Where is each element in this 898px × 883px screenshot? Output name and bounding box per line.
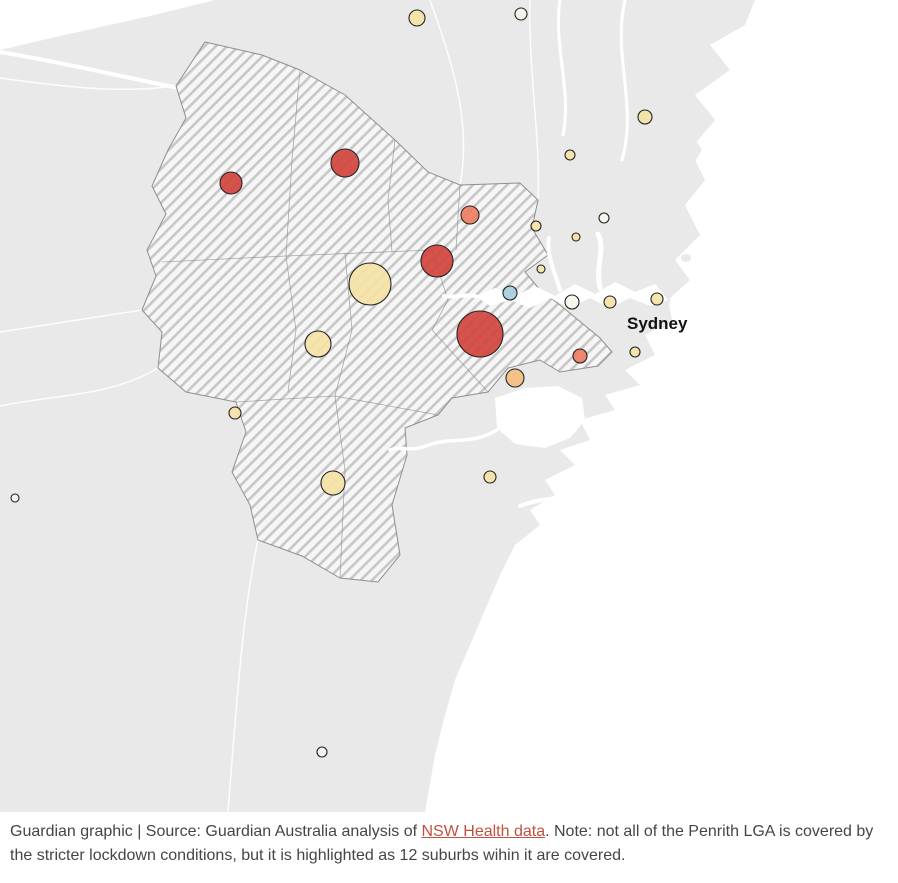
case-bubble bbox=[483, 470, 497, 484]
case-bubble bbox=[505, 368, 525, 388]
case-bubble bbox=[408, 9, 426, 27]
parramatta-river bbox=[442, 293, 477, 299]
case-bubble bbox=[637, 109, 653, 125]
top-left-water bbox=[0, 0, 215, 50]
case-bubble bbox=[420, 244, 454, 278]
hatch-internal-border bbox=[334, 395, 346, 579]
lga-boundary bbox=[0, 309, 143, 333]
lane-cove-river bbox=[546, 236, 562, 292]
case-bubble bbox=[348, 262, 392, 306]
case-bubble bbox=[530, 220, 542, 232]
cowan-creek bbox=[619, 0, 629, 162]
case-bubble bbox=[228, 406, 242, 420]
bubbles-layer bbox=[10, 7, 664, 758]
berowra-creek bbox=[556, 0, 567, 137]
lga-boundary bbox=[227, 539, 259, 812]
georges-river bbox=[388, 428, 499, 452]
case-bubble bbox=[514, 7, 528, 21]
port-hacking-water bbox=[518, 490, 580, 508]
case-bubble bbox=[320, 470, 346, 496]
nsw-health-data-link[interactable]: NSW Health data bbox=[421, 823, 546, 840]
case-bubble bbox=[650, 292, 664, 306]
hatch-internal-border bbox=[455, 184, 461, 251]
middle-harbour-water bbox=[595, 231, 604, 291]
hatch-internal-border bbox=[285, 69, 301, 257]
case-bubble bbox=[304, 330, 332, 358]
hatch-internal-border bbox=[285, 255, 297, 393]
case-bubble bbox=[564, 294, 580, 310]
harbour-island bbox=[645, 245, 659, 255]
case-bubble bbox=[629, 346, 641, 358]
case-bubble bbox=[572, 348, 588, 364]
pittwater-peninsula bbox=[664, 42, 702, 176]
lockdown-hatch-region bbox=[141, 41, 613, 583]
lga-boundary bbox=[429, 0, 465, 186]
case-bubble bbox=[603, 295, 617, 309]
lga-boundary bbox=[0, 367, 159, 407]
case-bubble bbox=[330, 148, 360, 178]
case-bubble bbox=[316, 746, 328, 758]
lockdown-bubble-map: Sydney bbox=[0, 0, 755, 812]
hatch-internal-border bbox=[387, 139, 396, 253]
case-bubble bbox=[536, 264, 546, 274]
lga-boundary bbox=[0, 77, 177, 91]
case-bubble bbox=[502, 285, 518, 301]
harbour-island bbox=[681, 254, 691, 262]
case-bubble bbox=[598, 212, 610, 224]
lga-boundary bbox=[529, 0, 540, 201]
case-bubble bbox=[564, 149, 576, 161]
botany-bay-water bbox=[495, 386, 585, 448]
hatch-internal-border bbox=[431, 329, 489, 393]
case-bubble bbox=[571, 232, 581, 242]
hatch-internal-border bbox=[334, 252, 353, 397]
caption: Guardian graphic | Source: Guardian Aust… bbox=[10, 820, 886, 868]
case-bubble bbox=[456, 310, 504, 358]
sydney-label: Sydney bbox=[627, 314, 688, 333]
case-bubble bbox=[460, 205, 480, 225]
case-bubble bbox=[10, 493, 20, 503]
caption-text-before: Guardian graphic | Source: Guardian Aust… bbox=[10, 823, 422, 840]
hawkesbury-river bbox=[0, 50, 180, 90]
caption-text-after: . Note: not all of the Penrith LGA is co… bbox=[10, 823, 874, 864]
case-bubble bbox=[219, 171, 243, 195]
